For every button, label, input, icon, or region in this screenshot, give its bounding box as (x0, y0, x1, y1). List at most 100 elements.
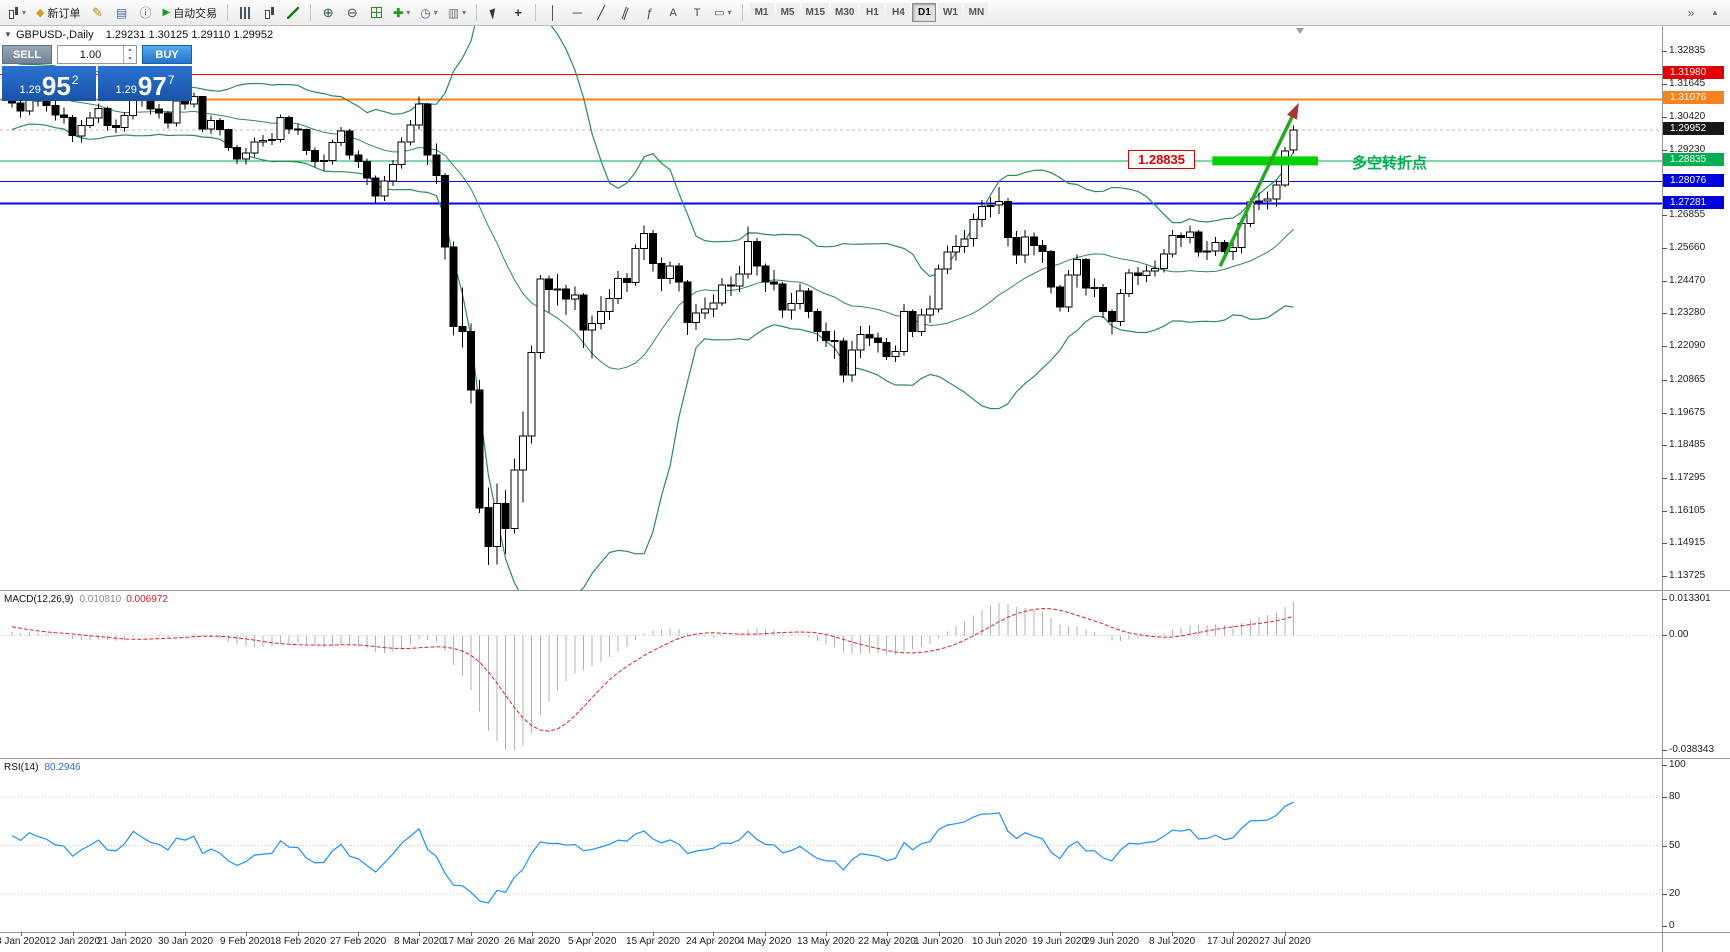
price-scale-tickmark (1662, 576, 1667, 577)
price-scale-tick: 1.31645 (1669, 78, 1706, 89)
zoom-out-button[interactable]: ⊖ (341, 2, 363, 24)
label-icon: T (693, 6, 701, 19)
price-scale-border (1662, 26, 1663, 952)
date-label: 29 Jun 2020 (1084, 936, 1140, 947)
collapse-icon: ▴ (1712, 7, 1718, 17)
price-scale-tick: 1.16105 (1669, 505, 1706, 516)
shapes-tool-button[interactable]: ▭ ▾ (710, 2, 735, 24)
periods-button[interactable]: ◷ ▾ (416, 2, 442, 24)
price-level-annotation[interactable]: 1.28835 (1128, 150, 1195, 169)
time-axis-separator (0, 932, 1730, 933)
bar-chart-type-button[interactable] (234, 2, 256, 24)
timeframe-button-h4[interactable]: H4 (886, 3, 911, 22)
bar-chart-icon (239, 6, 251, 19)
timeframe-button-m1[interactable]: M1 (749, 3, 774, 22)
date-label: 8 Mar 2020 (394, 936, 445, 947)
toolbar-overflow-button[interactable]: » (1680, 2, 1702, 24)
pencil-icon: ✎ (92, 4, 103, 20)
price-label: 1.29952 (1663, 122, 1724, 135)
date-tickmark (298, 932, 299, 936)
label-tool-button[interactable]: T (686, 2, 708, 24)
date-tickmark (826, 932, 827, 936)
crosshair-button[interactable]: + (507, 2, 529, 24)
rsi-scale-tickmark (1662, 926, 1667, 927)
vertical-line-tool-button[interactable]: │ (542, 2, 564, 24)
date-tickmark (73, 932, 74, 936)
zoom-in-button[interactable]: ⊕ (317, 2, 339, 24)
rsi-scale-tick: 80 (1669, 791, 1681, 802)
timeframe-button-mn[interactable]: MN (964, 3, 989, 22)
autotrading-button[interactable]: ▶ 自动交易 (158, 2, 221, 24)
volume-value[interactable]: 1.00 (79, 48, 102, 61)
volume-down-icon[interactable]: ▼ (127, 55, 133, 62)
date-tickmark (1285, 932, 1286, 936)
price-scale-tick: 1.24470 (1669, 275, 1706, 286)
fibonacci-tool-button[interactable]: ƒ (638, 2, 660, 24)
toolbar-separator (227, 4, 229, 21)
tile-windows-button[interactable] (365, 2, 387, 24)
macd-name: MACD(12,26,9) (4, 594, 74, 605)
toolbar-separator (741, 4, 743, 21)
price-chart-canvas[interactable] (0, 26, 1662, 590)
trendline-tool-button[interactable]: ╱ (590, 2, 612, 24)
volume-up-icon[interactable]: ▲ (127, 47, 133, 54)
info-button[interactable]: ⓘ (134, 2, 156, 24)
chevron-down-icon: ▾ (22, 8, 27, 17)
market-watch-button[interactable]: ▤ (110, 2, 132, 24)
timeframe-button-m30[interactable]: M30 (831, 3, 859, 22)
candle-chart-type-button[interactable] (258, 2, 280, 24)
chinese-note-annotation[interactable]: 多空转折点 (1352, 155, 1428, 172)
horizontal-line-tool-button[interactable]: ─ (566, 2, 588, 24)
panel-splitter[interactable] (0, 758, 1730, 759)
trade-panel-collapse-icon[interactable]: ▼ (4, 30, 12, 39)
price-scale-tick: 1.25660 (1669, 242, 1706, 253)
zoom-out-icon: ⊖ (346, 4, 358, 20)
line-chart-type-button[interactable] (282, 2, 304, 24)
price-label: 1.31076 (1663, 91, 1724, 104)
metaeditor-button[interactable]: ✎ (86, 2, 108, 24)
timeframe-button-w1[interactable]: W1 (938, 3, 963, 22)
price-scale-tickmark (1662, 413, 1667, 414)
date-tickmark (1233, 932, 1234, 936)
rsi-scale-tickmark (1662, 846, 1667, 847)
templates-button[interactable]: ▥ ▾ (444, 2, 470, 24)
timeframe-button-h1[interactable]: H1 (860, 3, 885, 22)
timeframe-button-m5[interactable]: M5 (775, 3, 800, 22)
volume-stepper[interactable]: ▲ ▼ (123, 46, 136, 63)
buy-price-display[interactable]: 1.29 97 7 (98, 66, 192, 101)
cursor-icon (489, 7, 499, 20)
indicators-button[interactable]: ✚ ▾ (389, 2, 414, 24)
panel-splitter[interactable] (0, 590, 1730, 591)
timeframe-button-d1[interactable]: D1 (912, 3, 937, 22)
date-label: 1 Jun 2020 (914, 936, 964, 947)
date-label: 18 Feb 2020 (270, 936, 327, 947)
chart-ohlc-values: 1.29231 1.30125 1.29110 1.29952 (105, 29, 274, 41)
volume-input[interactable]: 1.00 ▲ ▼ (57, 45, 137, 64)
info-icon: ⓘ (139, 6, 152, 20)
macd-scale-tickmark (1662, 750, 1667, 751)
new-order-button[interactable]: ◆ 新订单 (32, 2, 84, 24)
price-scale-tick: 1.19675 (1669, 407, 1706, 418)
cursor-button[interactable] (483, 2, 505, 24)
toolbar-collapse-button[interactable]: ▴ (1704, 2, 1726, 24)
sell-price-display[interactable]: 1.29 95 2 (2, 66, 96, 101)
channel-tool-button[interactable]: ∥ (614, 2, 636, 24)
price-scale-tickmark (1662, 150, 1667, 151)
date-tickmark (419, 932, 420, 936)
price-scale-tick: 1.14915 (1669, 537, 1706, 548)
rsi-canvas[interactable] (0, 759, 1662, 932)
text-tool-button[interactable]: A (662, 2, 684, 24)
price-scale-tickmark (1662, 543, 1667, 544)
chart-header: GBPUSD-,Daily 1.29231 1.30125 1.29110 1.… (16, 29, 273, 41)
text-icon: A (669, 6, 677, 19)
one-click-trading-panel: SELL 1.00 ▲ ▼ BUY 1.29 95 2 1.29 97 7 (2, 45, 192, 101)
date-label: 10 Jun 2020 (972, 936, 1028, 947)
buy-button[interactable]: BUY (142, 45, 192, 64)
timeframe-button-m15[interactable]: M15 (801, 3, 829, 22)
new-chart-button[interactable]: ▾ (4, 2, 30, 24)
macd-canvas[interactable] (0, 591, 1662, 758)
date-tickmark (939, 932, 940, 936)
sell-button[interactable]: SELL (2, 45, 52, 64)
rsi-name: RSI(14) (4, 762, 39, 773)
clock-icon: ◷ (420, 5, 431, 20)
